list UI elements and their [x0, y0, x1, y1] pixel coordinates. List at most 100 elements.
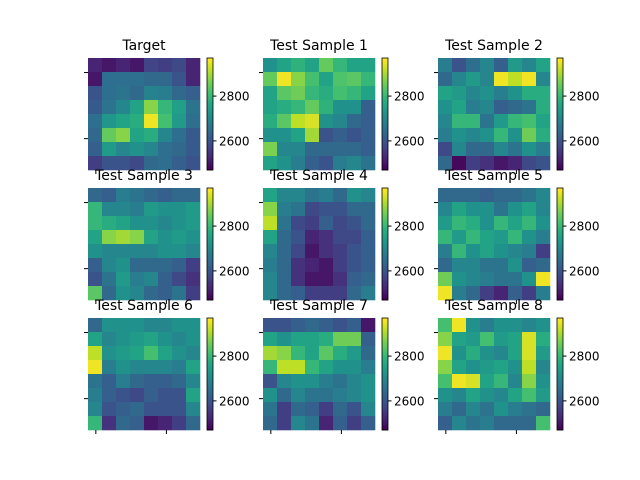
colorbar-segment: [382, 329, 388, 332]
colorbar-segment: [207, 216, 213, 219]
colorbar-segment: [207, 405, 213, 408]
heatmap-cell: [536, 244, 551, 259]
heatmap-cell: [319, 244, 334, 259]
colorbar-segment: [382, 245, 388, 249]
heatmap-cell: [333, 202, 348, 217]
heatmap-cell: [494, 86, 509, 101]
colorbar-segment: [207, 86, 213, 89]
colorbar-segment: [557, 247, 563, 250]
heatmap-cell: [158, 128, 173, 143]
colorbar-segment: [557, 285, 563, 288]
heatmap-cell: [480, 346, 495, 361]
colorbar-segment: [382, 136, 388, 139]
heatmap-cell: [522, 416, 537, 431]
colorbar-segment: [557, 202, 563, 206]
heatmap-cell: [347, 374, 362, 389]
heatmap-cell: [508, 360, 523, 375]
colorbar-segment: [557, 245, 563, 249]
heatmap-cell: [263, 216, 278, 231]
heatmap-cell: [333, 318, 348, 333]
heatmap-cell: [361, 230, 376, 245]
colorbar-segment: [382, 115, 388, 119]
colorbar-tick-label: 2600: [569, 134, 600, 148]
heatmap-cell: [263, 156, 278, 171]
heatmap-cell: [452, 72, 467, 87]
colorbar-segment: [382, 264, 388, 267]
heatmap-cell: [186, 114, 201, 129]
heatmap-cell: [494, 388, 509, 403]
colorbar-segment: [207, 61, 213, 64]
colorbar-segment: [382, 67, 388, 70]
colorbar-segment: [207, 82, 213, 85]
heatmap-cell: [452, 402, 467, 417]
heatmap-cell: [452, 114, 467, 129]
heatmap-cell: [291, 332, 306, 347]
colorbar-segment: [382, 374, 388, 377]
heatmap-cell: [333, 128, 348, 143]
heatmap-cell: [158, 216, 173, 231]
colorbar-segment: [382, 128, 388, 132]
colorbar-segment: [382, 189, 388, 193]
colorbar-segment: [382, 78, 388, 81]
heatmap-cell: [480, 416, 495, 431]
colorbar-segment: [207, 294, 213, 297]
heatmap-cell: [277, 156, 292, 171]
heatmap-cell: [452, 128, 467, 143]
colorbar-segment: [382, 286, 388, 290]
colorbar-segment: [557, 379, 563, 382]
colorbar-segment: [382, 262, 388, 265]
heatmap-cell: [466, 402, 481, 417]
heatmap-cell: [291, 202, 306, 217]
colorbar-tick-label: 2600: [569, 264, 600, 278]
colorbar-segment: [557, 351, 563, 354]
colorbar-segment: [382, 145, 388, 148]
colorbar-segment: [557, 257, 563, 260]
heatmap-cell: [333, 346, 348, 361]
colorbar-segment: [382, 416, 388, 420]
colorbar-segment: [207, 117, 213, 120]
colorbar-segment: [557, 279, 563, 282]
heatmap-cell: [186, 258, 201, 273]
colorbar-segment: [382, 340, 388, 343]
colorbar-segment: [382, 201, 388, 204]
colorbar-segment: [207, 349, 213, 352]
heatmap-cell: [480, 272, 495, 287]
colorbar-segment: [382, 253, 388, 256]
heatmap-cell: [480, 318, 495, 333]
colorbar-segment: [207, 394, 213, 397]
heatmap-cell: [186, 188, 201, 203]
colorbar-segment: [207, 67, 213, 70]
colorbar-segment: [207, 138, 213, 141]
colorbar-segment: [207, 136, 213, 139]
colorbar-frame: [206, 317, 214, 431]
colorbar-segment: [207, 355, 213, 358]
colorbar-segment: [557, 325, 563, 328]
heatmap-cell: [480, 230, 495, 245]
colorbar-frame: [556, 317, 564, 431]
heatmap-cell: [333, 58, 348, 73]
colorbar-segment: [382, 362, 388, 366]
colorbar-segment: [382, 413, 388, 416]
heatmap-cell: [319, 142, 334, 157]
panel-title: Test Sample 2: [444, 38, 543, 54]
colorbar-segment: [557, 374, 563, 377]
colorbar-segment: [382, 392, 388, 395]
colorbar-segment: [207, 89, 213, 92]
heatmap-cell: [361, 128, 376, 143]
heatmap-cell: [522, 188, 537, 203]
heatmap-cell: [480, 216, 495, 231]
heatmap-cell: [522, 216, 537, 231]
colorbar-segment: [207, 225, 213, 228]
heatmap-cell: [186, 86, 201, 101]
heatmap-cell: [186, 244, 201, 259]
colorbar-segment: [557, 387, 563, 390]
colorbar-segment: [382, 247, 388, 250]
colorbar-segment: [207, 288, 213, 292]
heatmap-cell: [277, 416, 292, 431]
colorbar-segment: [382, 385, 388, 388]
colorbar-segment: [557, 349, 563, 352]
heatmap-cell: [452, 216, 467, 231]
heatmap-cell: [347, 244, 362, 259]
heatmap-cell: [305, 360, 320, 375]
colorbar-segment: [382, 87, 388, 91]
